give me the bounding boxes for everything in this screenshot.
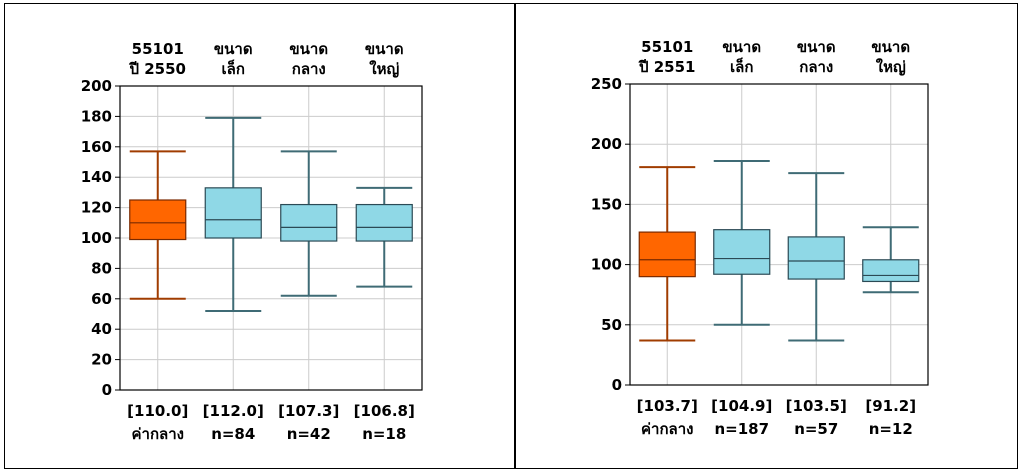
y-tick-label: 140 (81, 168, 112, 186)
median-value-label: [112.0] (203, 402, 264, 420)
median-value-label: [107.3] (278, 402, 339, 420)
y-tick-label: 40 (91, 320, 112, 338)
y-tick-label: 60 (91, 290, 112, 308)
y-tick-label: 160 (81, 138, 112, 156)
box-footer-label: n=18 (362, 425, 406, 443)
box-iqr (280, 203, 338, 242)
y-tick-label: 80 (91, 259, 112, 277)
y-tick-label: 50 (601, 316, 622, 334)
box-title-line2: ใหญ่ (876, 58, 906, 76)
box-iqr (355, 203, 413, 242)
box-title-line2: เล็ก (730, 57, 753, 76)
plot-area (629, 83, 929, 386)
box-footer-label: ค่ากลาง (641, 420, 693, 438)
box-iqr (713, 229, 771, 275)
box-title-line1: ขนาด (289, 40, 328, 58)
box-title-line2: กลาง (292, 60, 326, 78)
box-footer-label: n=187 (714, 420, 769, 438)
y-tick-label: 120 (81, 199, 112, 217)
y-tick-label: 20 (91, 351, 112, 369)
outer-frame (4, 3, 1018, 469)
box-title-line2: เล็ก (222, 59, 245, 78)
boxplot-chart-2550: 0 20 40 60 80 100 120 140 160 180 200 55101 ปี 2550 [… (81, 40, 423, 443)
y-tick-label: 100 (591, 256, 622, 274)
y-tick-label: 0 (102, 381, 112, 399)
plot-area (119, 85, 423, 391)
y-tick-label: 0 (612, 376, 622, 394)
y-tick-label: 150 (591, 195, 622, 213)
y-tick-label: 250 (591, 75, 622, 93)
box-iqr (204, 187, 262, 239)
median-value-label: [103.7] (637, 397, 698, 415)
y-tick-label: 100 (81, 229, 112, 247)
y-tick-label: 200 (591, 135, 622, 153)
box-title-line2: กลาง (799, 58, 833, 76)
panel-divider (514, 3, 516, 469)
box-title-line1: ขนาด (797, 38, 836, 56)
box-title-line1: ขนาด (365, 40, 404, 58)
box-title-line2: ใหญ่ (369, 60, 399, 78)
box-title-line2: ปี 2550 (129, 60, 186, 78)
box-title-line1: 55101 (132, 40, 184, 58)
box-title-line1: ขนาด (871, 38, 910, 56)
box-footer-label: n=57 (794, 420, 838, 438)
y-tick-label: 200 (81, 77, 112, 95)
median-value-label: [103.5] (786, 397, 847, 415)
boxplot-chart-2551: 0 50 100 150 200 250 55101 ปี 2551 [103.7] ค่ากลา… (591, 38, 929, 438)
median-value-label: [104.9] (711, 397, 772, 415)
box-footer-label: n=12 (869, 420, 913, 438)
median-value-label: [106.8] (354, 402, 415, 420)
y-tick-label: 180 (81, 107, 112, 125)
box-title-line2: ปี 2551 (638, 58, 695, 76)
box-title-line1: ขนาด (722, 38, 761, 56)
box-iqr (862, 259, 920, 283)
median-value-label: [91.2] (865, 397, 916, 415)
box-footer-label: ค่ากลาง (132, 425, 184, 443)
box-title-line1: ขนาด (214, 40, 253, 58)
box-footer-label: n=84 (211, 425, 255, 443)
median-value-label: [110.0] (127, 402, 188, 420)
box-iqr (787, 236, 845, 280)
box-iqr (638, 231, 696, 278)
box-footer-label: n=42 (287, 425, 331, 443)
box-title-line1: 55101 (641, 38, 693, 56)
box-iqr (129, 199, 187, 241)
